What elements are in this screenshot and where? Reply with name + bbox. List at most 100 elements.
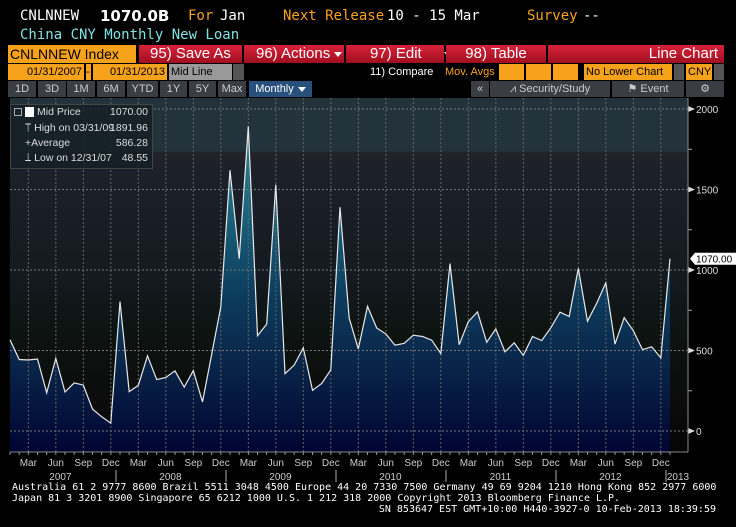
period-tab-max[interactable]: Max	[218, 81, 246, 97]
lower-chart-select[interactable]: No Lower Chart	[584, 64, 672, 80]
high-label-text: High on 03/31/09	[34, 122, 115, 134]
xtick-label: Jun	[488, 458, 504, 469]
legend-mid-label: Mid Price	[37, 106, 81, 118]
frequency-label: Monthly	[255, 83, 294, 95]
xtick-label: Jun	[268, 458, 284, 469]
period-tab-5y[interactable]: 5Y	[189, 81, 216, 97]
footer-contacts-1: Australia 61 2 9777 8600 Brazil 5511 304…	[12, 482, 717, 493]
mov-avg-input-3[interactable]	[553, 64, 578, 80]
dropdown-icon	[334, 51, 343, 57]
dropdown-icon	[297, 86, 306, 92]
lower-chart-dropdown[interactable]	[674, 64, 684, 80]
mov-avg-input-2[interactable]	[526, 64, 551, 80]
last-value: 1070.0B	[100, 7, 170, 25]
chart-legend: Mid Price 1070.00 ⟙ High on 03/31/09 1891.…	[10, 104, 153, 169]
xtick-label: Dec	[652, 458, 670, 469]
xtick-label: Mar	[20, 458, 38, 469]
high-icon: ⟙	[25, 122, 35, 134]
for-label: For	[188, 8, 214, 24]
xtick-label: Sep	[74, 458, 92, 469]
for-value: Jan	[220, 8, 246, 24]
compare-button[interactable]: 11) Compare	[370, 66, 434, 78]
study-icon: ⩘	[509, 83, 520, 95]
average-icon: +	[25, 137, 32, 149]
ytick-marker	[688, 347, 695, 354]
mov-avg-input-1[interactable]	[499, 64, 524, 80]
ytick-label: 0	[696, 427, 702, 438]
security-field[interactable]: CNLNNEW Index	[8, 45, 136, 63]
legend-low-value: 48.55	[121, 152, 148, 164]
next-release-value: 10 - 15 Mar	[387, 8, 480, 24]
ticker: CNLNNEW	[20, 8, 80, 24]
chart-type-label[interactable]: Line Chart	[548, 45, 724, 63]
year-label: 2008	[159, 472, 182, 483]
ytick-label: 500	[696, 347, 713, 358]
year-label: 2011	[490, 472, 512, 483]
year-label: 2007	[49, 472, 72, 483]
save-as-button[interactable]: 95) Save As	[139, 45, 242, 63]
ytick-label: 1500	[696, 186, 719, 197]
settings-button[interactable]: ⚙	[686, 81, 724, 97]
collapse-legend-icon[interactable]	[14, 108, 22, 116]
collapse-button[interactable]: «	[471, 81, 489, 97]
period-tab-1y[interactable]: 1Y	[160, 81, 187, 97]
frequency-select[interactable]: Monthly	[249, 81, 312, 97]
edit-button[interactable]: 97) Edit	[346, 45, 452, 63]
start-date-input[interactable]: 01/31/2007	[8, 64, 84, 80]
legend-mid-value: 1070.00	[110, 106, 148, 118]
gear-icon: ⚙	[700, 83, 710, 95]
currency-dropdown[interactable]	[714, 64, 724, 80]
legend-high-label: ⟙ High on 03/31/09	[25, 122, 114, 135]
legend-low-label: ⟘ Low on 12/31/07	[25, 152, 112, 165]
low-icon: ⟘	[25, 152, 35, 164]
xtick-label: Jun	[598, 458, 614, 469]
footer-session: SN 853647 EST GMT+10:00 H440-3927-0 10-F…	[378, 504, 716, 515]
xtick-label: Mar	[350, 458, 368, 469]
period-tab-ytd[interactable]: YTD	[127, 81, 158, 97]
legend-average-value: 586.28	[115, 137, 148, 149]
xtick-label: Jun	[48, 458, 64, 469]
series-line	[9, 126, 671, 425]
table-button[interactable]: 98) Table	[446, 45, 546, 63]
xtick-label: Dec	[322, 458, 340, 469]
survey-value: --	[583, 8, 600, 24]
currency-select[interactable]: CNY	[686, 64, 712, 80]
ytick-marker	[688, 106, 695, 112]
actions-button[interactable]: 96) Actions	[244, 45, 344, 63]
series-swatch-icon	[25, 107, 34, 117]
end-date-input[interactable]: 01/31/2013	[93, 64, 167, 80]
xtick-label: Mar	[460, 458, 478, 469]
period-tab-1m[interactable]: 1M	[67, 81, 95, 97]
security-study-button[interactable]: ⩘ Security/Study	[490, 81, 610, 97]
year-label: 2010	[379, 472, 402, 483]
line-type-dropdown[interactable]	[233, 64, 244, 80]
line-type-select[interactable]: Mid Line	[169, 64, 232, 80]
footer-contacts-2: Japan 81 3 3201 8900 Singapore 65 6212 1…	[12, 493, 621, 504]
period-tab-1d[interactable]: 1D	[8, 81, 36, 97]
period-tab-3d[interactable]: 3D	[38, 81, 66, 97]
xtick-label: Dec	[542, 458, 560, 469]
event-button[interactable]: ⚑ Event	[612, 81, 684, 97]
chart: 0 500 1000 1500 2000 Mar Jun Sep Dec Mar Jun Sep Dec…	[9, 98, 736, 483]
survey-label: Survey	[527, 8, 578, 24]
date-separator: -	[86, 64, 91, 80]
year-label: 2012	[599, 472, 622, 483]
xtick-label: Dec	[212, 458, 230, 469]
xtick-label: Mar	[570, 458, 588, 469]
xtick-label: Mar	[240, 458, 258, 469]
edit-label: 97) Edit	[370, 45, 422, 62]
ytick-label: 1000	[696, 266, 719, 277]
last-value-tag	[690, 252, 736, 265]
year-label: 2013	[667, 472, 690, 483]
xtick-label: Sep	[624, 458, 642, 469]
low-label-text: Low on 12/31/07	[34, 152, 112, 164]
xtick-label: Sep	[294, 458, 312, 469]
ytick-label: 2000	[696, 105, 719, 116]
ytick-marker	[688, 186, 695, 193]
legend-average-label: +Average	[25, 137, 70, 150]
xtick-label: Dec	[102, 458, 120, 469]
period-tab-6m[interactable]: 6M	[97, 81, 125, 97]
next-release-label: Next Release	[283, 8, 385, 24]
last-value-label: 1070.00	[696, 255, 733, 266]
average-label-text: Average	[31, 137, 71, 149]
